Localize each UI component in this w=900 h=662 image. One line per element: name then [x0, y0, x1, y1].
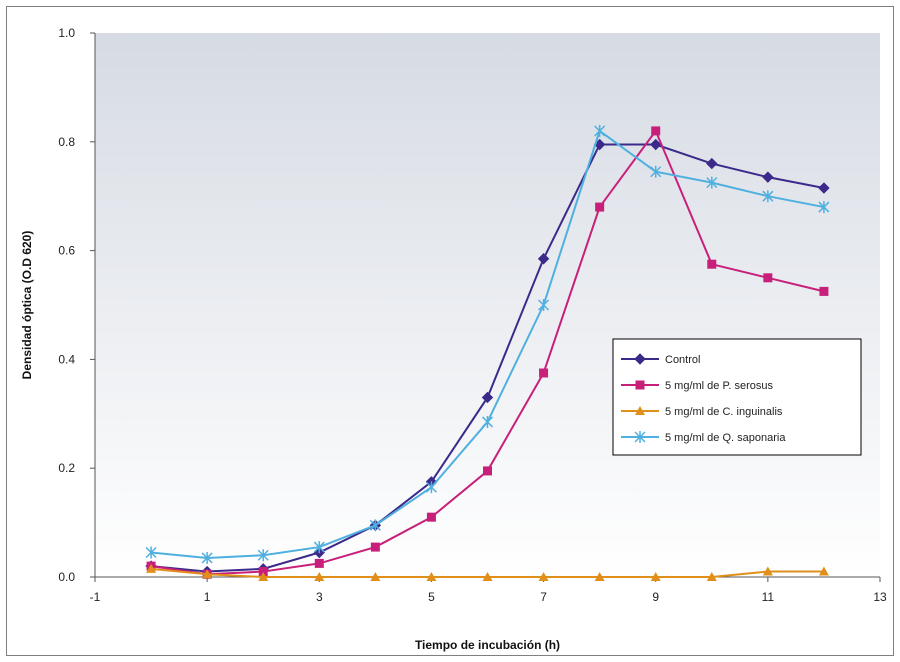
data-point [482, 572, 493, 581]
data-point [650, 165, 662, 178]
series-2 [146, 563, 829, 581]
data-point [426, 572, 437, 581]
data-point [481, 415, 494, 428]
plot-area [95, 33, 880, 577]
y-tick-label: 0.4 [58, 352, 75, 366]
data-point [539, 368, 549, 378]
data-point [257, 549, 269, 562]
data-point [538, 572, 549, 581]
y-tick-label: 0.0 [58, 570, 75, 584]
data-point [818, 182, 830, 194]
chart-frame: 0.0 0.2 0.4 0.6 0.8 1.0 -1 1 3 5 7 9 11 13 Control 5 m… [6, 6, 894, 656]
data-point [762, 190, 774, 203]
data-point [650, 138, 662, 151]
legend: Control 5 mg/ml de P. serosus 5 mg/ml de C… [612, 338, 862, 456]
data-point [481, 391, 494, 404]
x-tick-label: 5 [428, 590, 435, 604]
y-tick-label: 0.8 [58, 135, 75, 149]
legend-marker [634, 431, 646, 443]
x-tick-label: 1 [204, 590, 211, 604]
data-point [369, 519, 381, 532]
data-point [313, 541, 325, 554]
x-tick-label: 7 [540, 590, 547, 604]
data-point [426, 512, 436, 522]
data-point [314, 572, 325, 581]
data-point [819, 286, 829, 296]
legend-marker [635, 406, 645, 415]
y-axis-label: Densidad óptica (O.D 620) [20, 231, 34, 380]
data-point [370, 572, 381, 581]
data-point [706, 157, 718, 170]
data-point [425, 481, 437, 494]
y-tick-label: 1.0 [58, 26, 75, 40]
data-point [595, 202, 605, 212]
legend-item: Control [621, 353, 700, 366]
x-tick-label: 3 [316, 590, 323, 604]
data-point [537, 253, 550, 265]
x-tick-label: 13 [873, 590, 887, 604]
legend-label: 5 mg/ml de P. serosus [665, 380, 774, 392]
data-point [706, 176, 718, 189]
data-point [651, 126, 661, 136]
axes: 0.00.20.40.60.81.0-1 1 3 5 7 9 11 13 [58, 26, 887, 604]
data-point [538, 299, 550, 311]
series-3 [145, 124, 830, 564]
legend-item: 5 mg/ml de C. inguinalis [621, 406, 783, 418]
data-point [145, 546, 157, 559]
legend-item: 5 mg/ml de P. serosus [621, 380, 774, 392]
legend-marker [634, 353, 646, 365]
legend-label: 5 mg/ml de Q. saponaria [665, 432, 786, 444]
data-point [707, 259, 717, 269]
legend-label: Control [665, 354, 700, 366]
data-point [314, 558, 324, 568]
x-tick-label: 9 [652, 590, 659, 604]
y-tick-label: 0.6 [58, 244, 75, 258]
legend-label: 5 mg/ml de C. inguinalis [665, 406, 783, 418]
data-point [650, 572, 661, 581]
data-point [818, 566, 829, 576]
data-point [201, 551, 213, 564]
legend-marker [635, 380, 645, 390]
data-point [594, 124, 606, 137]
x-axis-label: Tiempo de incubación (h) [415, 638, 560, 652]
data-point [370, 542, 380, 552]
y-tick-label: 0.2 [58, 461, 75, 475]
x-tick-label: -1 [90, 590, 101, 604]
data-point [763, 273, 773, 283]
data-point [483, 466, 492, 476]
data-point [762, 171, 774, 183]
data-point [146, 563, 157, 573]
data-point [762, 566, 773, 576]
data-point [202, 569, 213, 579]
legend-item: 5 mg/ml de Q. saponaria [621, 431, 786, 444]
data-point [594, 572, 605, 581]
data-point [258, 567, 268, 577]
data-point [706, 572, 717, 581]
series-layer [145, 124, 830, 581]
data-point [818, 201, 830, 214]
x-tick-label: 11 [762, 590, 775, 604]
data-point [258, 572, 269, 581]
